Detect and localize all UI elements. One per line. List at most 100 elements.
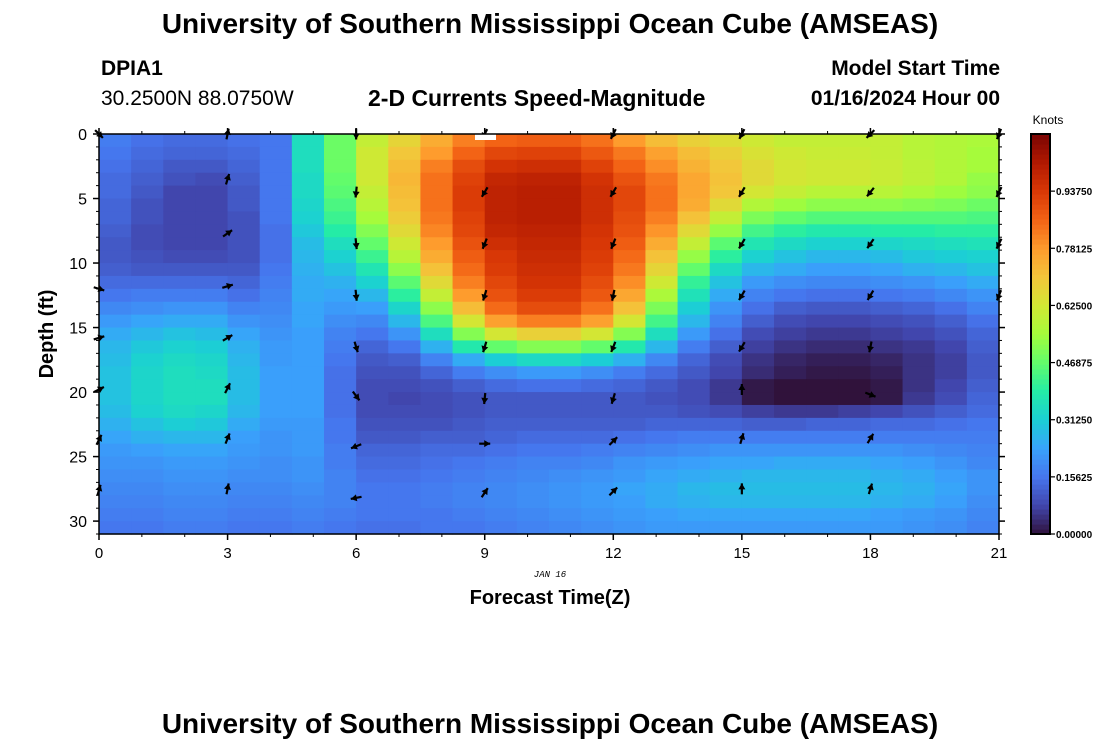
heatmap-cell xyxy=(645,379,679,393)
colorbar-swatch xyxy=(1031,219,1050,225)
heatmap-cell xyxy=(259,159,293,174)
heatmap-cell xyxy=(388,314,422,329)
heatmap-cell xyxy=(613,146,647,161)
colorbar-swatch xyxy=(1031,434,1050,440)
heatmap-cell xyxy=(838,237,872,251)
heatmap-cell xyxy=(388,366,422,380)
heatmap-cell xyxy=(259,521,293,535)
heatmap-cell xyxy=(870,288,904,303)
heatmap-cell xyxy=(934,237,968,251)
heatmap-cell xyxy=(131,314,164,329)
colorbar-swatch xyxy=(1031,464,1050,470)
heatmap-cell xyxy=(227,159,261,174)
heatmap-cell xyxy=(902,353,936,367)
heatmap-cell xyxy=(131,211,164,225)
heatmap-cell xyxy=(581,275,614,290)
heatmap-cell xyxy=(581,314,614,329)
heatmap-cell xyxy=(774,430,807,445)
heatmap-cell xyxy=(356,172,389,187)
x-tick-label: 15 xyxy=(734,545,751,562)
heatmap-cell xyxy=(356,159,389,174)
heatmap-cell xyxy=(484,521,518,535)
heatmap-cell xyxy=(677,340,711,354)
heatmap-cell xyxy=(516,379,550,393)
heatmap-cell xyxy=(195,417,229,432)
heatmap-cell xyxy=(452,250,486,264)
heatmap-cell xyxy=(774,237,807,251)
heatmap-cell xyxy=(291,392,325,406)
heatmap-cell xyxy=(163,366,197,380)
heatmap-cell xyxy=(677,417,711,432)
heatmap-cell xyxy=(163,146,197,161)
current-vector-head xyxy=(225,335,233,342)
heatmap-cell xyxy=(581,224,614,238)
heatmap-cell xyxy=(709,172,743,187)
heatmap-cell xyxy=(966,172,1000,187)
heatmap-cell xyxy=(420,456,454,471)
colorbar-swatch xyxy=(1031,299,1050,305)
heatmap-cell xyxy=(741,353,775,367)
heatmap-cell xyxy=(870,237,904,251)
heatmap-cell xyxy=(484,366,518,380)
heatmap-cell xyxy=(934,508,968,522)
heatmap-cell xyxy=(388,353,422,367)
heatmap-cell xyxy=(131,263,164,277)
heatmap-cell xyxy=(324,353,357,367)
heatmap-cell xyxy=(581,134,614,148)
heatmap-cell xyxy=(549,456,582,471)
heatmap-cell xyxy=(677,172,711,187)
colorbar-swatch xyxy=(1031,209,1050,215)
heatmap-cell xyxy=(613,172,647,187)
colorbar-swatch xyxy=(1031,244,1050,250)
heatmap-cell xyxy=(516,521,550,535)
current-vector-head xyxy=(352,242,360,250)
heatmap-cell xyxy=(902,224,936,238)
heatmap-cell xyxy=(420,301,454,316)
heatmap-cell xyxy=(99,172,132,187)
heatmap-cell xyxy=(581,250,614,264)
heatmap-cell xyxy=(516,327,550,342)
heatmap-cell xyxy=(870,327,904,342)
heatmap-cell xyxy=(645,250,679,264)
heatmap-cell xyxy=(99,288,132,303)
heatmap-cell xyxy=(324,495,357,509)
heatmap-cell xyxy=(195,250,229,264)
heatmap-cell xyxy=(902,146,936,161)
heatmap-cell xyxy=(99,379,132,393)
heatmap-cell xyxy=(838,469,872,483)
heatmap-cell xyxy=(195,146,229,161)
heatmap-cell xyxy=(356,379,389,393)
heatmap-cell xyxy=(934,392,968,406)
colorbar-swatch xyxy=(1031,374,1050,380)
x-tick-label: 18 xyxy=(862,545,879,562)
heatmap-cell xyxy=(452,379,486,393)
heatmap-cell xyxy=(581,172,614,187)
heatmap-cell xyxy=(259,237,293,251)
heatmap-cell xyxy=(806,508,839,522)
heatmap-cell xyxy=(902,508,936,522)
heatmap-cell xyxy=(516,443,550,458)
heatmap-cell xyxy=(259,340,293,354)
heatmap-cell xyxy=(291,404,325,419)
heatmap-cell xyxy=(741,275,775,290)
heatmap-cell xyxy=(227,327,261,342)
heatmap-cell xyxy=(388,172,422,187)
current-vector-head xyxy=(481,241,489,249)
colorbar-tick-label: 0.46875 xyxy=(1056,359,1093,370)
heatmap-cell xyxy=(259,327,293,342)
heatmap-cell xyxy=(645,508,679,522)
heatmap-cell xyxy=(259,288,293,303)
heatmap-cell xyxy=(516,198,550,213)
heatmap-cell xyxy=(195,211,229,225)
heatmap-cell xyxy=(966,521,1000,535)
heatmap-cell xyxy=(99,250,132,264)
heatmap-cell xyxy=(291,275,325,290)
heatmap-cell xyxy=(259,263,293,277)
heatmap-cell xyxy=(99,417,132,432)
heatmap-cell xyxy=(227,404,261,419)
colorbar-swatch xyxy=(1031,234,1050,240)
chart-title: University of Southern Mississippi Ocean… xyxy=(161,8,939,39)
heatmap-cell xyxy=(131,301,164,316)
heatmap-cell xyxy=(516,482,550,496)
colorbar-tick-label: 0.93750 xyxy=(1056,187,1093,198)
